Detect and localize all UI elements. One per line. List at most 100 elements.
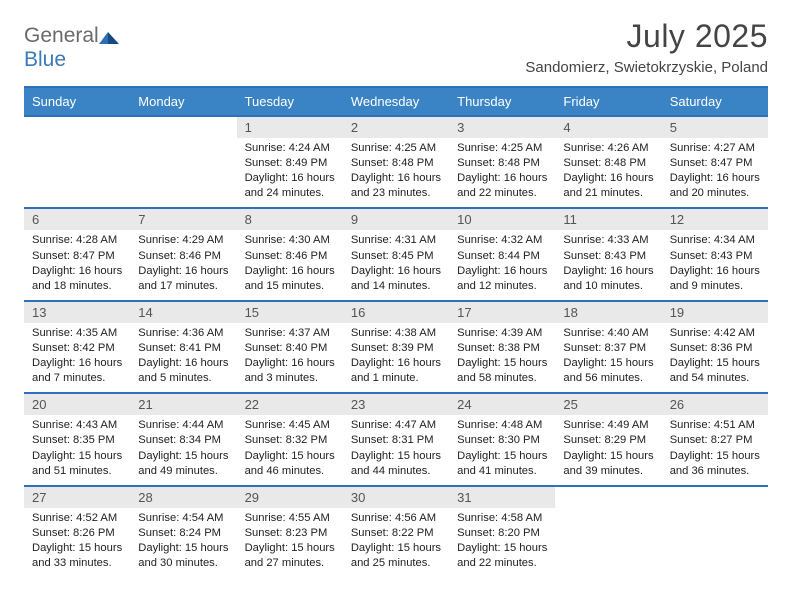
day-number: 28 [130, 487, 236, 508]
sunrise-text: Sunrise: 4:25 AM [457, 141, 547, 156]
daylight-text: Daylight: 15 hours and 58 minutes. [457, 356, 547, 386]
sunrise-text: Sunrise: 4:40 AM [563, 326, 653, 341]
dow-thursday: Thursday [449, 88, 555, 115]
day-cell: Sunrise: 4:52 AMSunset: 8:26 PMDaylight:… [24, 508, 130, 577]
sunset-text: Sunset: 8:36 PM [670, 341, 760, 356]
sunset-text: Sunset: 8:47 PM [32, 249, 122, 264]
calendar-week: 13141516171819Sunrise: 4:35 AMSunset: 8:… [24, 300, 768, 392]
daylight-text: Daylight: 16 hours and 7 minutes. [32, 356, 122, 386]
day-number [662, 487, 768, 508]
day-number: 25 [555, 394, 661, 415]
day-number: 23 [343, 394, 449, 415]
sunset-text: Sunset: 8:45 PM [351, 249, 441, 264]
day-number: 24 [449, 394, 555, 415]
day-cell: Sunrise: 4:29 AMSunset: 8:46 PMDaylight:… [130, 230, 236, 299]
day-cell: Sunrise: 4:51 AMSunset: 8:27 PMDaylight:… [662, 415, 768, 484]
sunrise-text: Sunrise: 4:27 AM [670, 141, 760, 156]
daylight-text: Daylight: 15 hours and 25 minutes. [351, 541, 441, 571]
day-number: 7 [130, 209, 236, 230]
day-number: 3 [449, 117, 555, 138]
calendar-week: 20212223242526Sunrise: 4:43 AMSunset: 8:… [24, 392, 768, 484]
sunset-text: Sunset: 8:41 PM [138, 341, 228, 356]
sunrise-text: Sunrise: 4:47 AM [351, 418, 441, 433]
day-cell [662, 508, 768, 577]
calendar-week: 6789101112Sunrise: 4:28 AMSunset: 8:47 P… [24, 207, 768, 299]
day-cell: Sunrise: 4:47 AMSunset: 8:31 PMDaylight:… [343, 415, 449, 484]
sunrise-text: Sunrise: 4:45 AM [245, 418, 335, 433]
dow-wednesday: Wednesday [343, 88, 449, 115]
brand-word-1: General [24, 24, 99, 48]
sunset-text: Sunset: 8:48 PM [351, 156, 441, 171]
page-title: July 2025 [525, 18, 768, 55]
day-cell: Sunrise: 4:49 AMSunset: 8:29 PMDaylight:… [555, 415, 661, 484]
daylight-text: Daylight: 16 hours and 3 minutes. [245, 356, 335, 386]
daylight-text: Daylight: 15 hours and 30 minutes. [138, 541, 228, 571]
day-number: 31 [449, 487, 555, 508]
daylight-text: Daylight: 15 hours and 44 minutes. [351, 449, 441, 479]
day-cell: Sunrise: 4:26 AMSunset: 8:48 PMDaylight:… [555, 138, 661, 207]
sunset-text: Sunset: 8:37 PM [563, 341, 653, 356]
day-number: 19 [662, 302, 768, 323]
day-cell: Sunrise: 4:33 AMSunset: 8:43 PMDaylight:… [555, 230, 661, 299]
daylight-text: Daylight: 16 hours and 9 minutes. [670, 264, 760, 294]
calendar-week: 12345Sunrise: 4:24 AMSunset: 8:49 PMDayl… [24, 115, 768, 207]
sunrise-text: Sunrise: 4:32 AM [457, 233, 547, 248]
sunrise-text: Sunrise: 4:51 AM [670, 418, 760, 433]
day-cell: Sunrise: 4:58 AMSunset: 8:20 PMDaylight:… [449, 508, 555, 577]
sunset-text: Sunset: 8:46 PM [245, 249, 335, 264]
sunset-text: Sunset: 8:31 PM [351, 433, 441, 448]
day-number: 20 [24, 394, 130, 415]
day-cell: Sunrise: 4:28 AMSunset: 8:47 PMDaylight:… [24, 230, 130, 299]
sunrise-text: Sunrise: 4:54 AM [138, 511, 228, 526]
day-cell: Sunrise: 4:38 AMSunset: 8:39 PMDaylight:… [343, 323, 449, 392]
sunset-text: Sunset: 8:30 PM [457, 433, 547, 448]
day-number: 14 [130, 302, 236, 323]
day-cell: Sunrise: 4:36 AMSunset: 8:41 PMDaylight:… [130, 323, 236, 392]
daylight-text: Daylight: 15 hours and 51 minutes. [32, 449, 122, 479]
day-number: 17 [449, 302, 555, 323]
day-number: 30 [343, 487, 449, 508]
sunrise-text: Sunrise: 4:30 AM [245, 233, 335, 248]
daylight-text: Daylight: 16 hours and 18 minutes. [32, 264, 122, 294]
day-cell: Sunrise: 4:45 AMSunset: 8:32 PMDaylight:… [237, 415, 343, 484]
brand-word-2: Blue [24, 48, 66, 72]
sunrise-text: Sunrise: 4:52 AM [32, 511, 122, 526]
sunrise-text: Sunrise: 4:24 AM [245, 141, 335, 156]
sunrise-text: Sunrise: 4:48 AM [457, 418, 547, 433]
page-subtitle: Sandomierz, Swietokrzyskie, Poland [525, 59, 768, 76]
sunrise-text: Sunrise: 4:25 AM [351, 141, 441, 156]
daylight-text: Daylight: 16 hours and 20 minutes. [670, 171, 760, 201]
day-number: 1 [237, 117, 343, 138]
sunrise-text: Sunrise: 4:42 AM [670, 326, 760, 341]
day-number: 21 [130, 394, 236, 415]
calendar-grid: Sunday Monday Tuesday Wednesday Thursday… [24, 86, 768, 577]
sunrise-text: Sunrise: 4:36 AM [138, 326, 228, 341]
sunset-text: Sunset: 8:27 PM [670, 433, 760, 448]
daylight-text: Daylight: 16 hours and 1 minute. [351, 356, 441, 386]
day-number: 15 [237, 302, 343, 323]
sunrise-text: Sunrise: 4:56 AM [351, 511, 441, 526]
day-cell: Sunrise: 4:55 AMSunset: 8:23 PMDaylight:… [237, 508, 343, 577]
page-header: General Blue July 2025 Sandomierz, Swiet… [24, 18, 768, 76]
dow-saturday: Saturday [662, 88, 768, 115]
sunrise-text: Sunrise: 4:29 AM [138, 233, 228, 248]
sunrise-text: Sunrise: 4:26 AM [563, 141, 653, 156]
sunset-text: Sunset: 8:44 PM [457, 249, 547, 264]
day-cell [555, 508, 661, 577]
sunset-text: Sunset: 8:22 PM [351, 526, 441, 541]
sunset-text: Sunset: 8:38 PM [457, 341, 547, 356]
day-cell: Sunrise: 4:39 AMSunset: 8:38 PMDaylight:… [449, 323, 555, 392]
sunset-text: Sunset: 8:48 PM [457, 156, 547, 171]
daylight-text: Daylight: 16 hours and 12 minutes. [457, 264, 547, 294]
day-cell: Sunrise: 4:44 AMSunset: 8:34 PMDaylight:… [130, 415, 236, 484]
daylight-text: Daylight: 15 hours and 22 minutes. [457, 541, 547, 571]
daylight-text: Daylight: 16 hours and 21 minutes. [563, 171, 653, 201]
day-cell: Sunrise: 4:35 AMSunset: 8:42 PMDaylight:… [24, 323, 130, 392]
sunrise-text: Sunrise: 4:43 AM [32, 418, 122, 433]
day-number: 22 [237, 394, 343, 415]
brand-mark-icon [99, 28, 119, 44]
sunset-text: Sunset: 8:34 PM [138, 433, 228, 448]
day-cell: Sunrise: 4:32 AMSunset: 8:44 PMDaylight:… [449, 230, 555, 299]
sunset-text: Sunset: 8:43 PM [563, 249, 653, 264]
sunrise-text: Sunrise: 4:38 AM [351, 326, 441, 341]
